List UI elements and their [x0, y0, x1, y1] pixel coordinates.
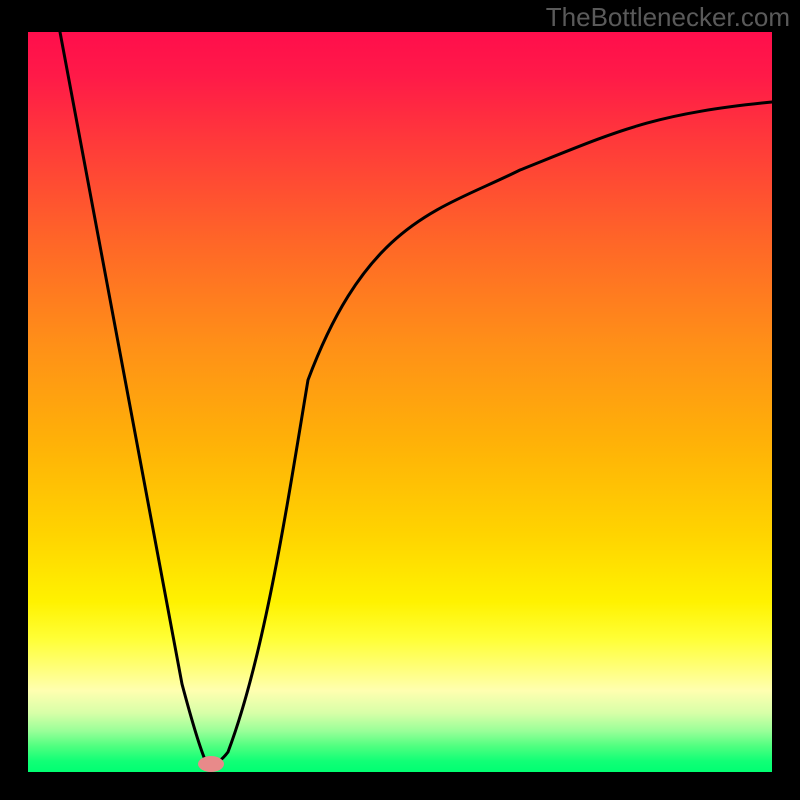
chart-svg	[0, 0, 800, 800]
optimal-marker	[198, 756, 224, 772]
watermark-text: TheBottlenecker.com	[546, 2, 790, 33]
plot-area	[28, 32, 772, 772]
chart-container: TheBottlenecker.com	[0, 0, 800, 800]
